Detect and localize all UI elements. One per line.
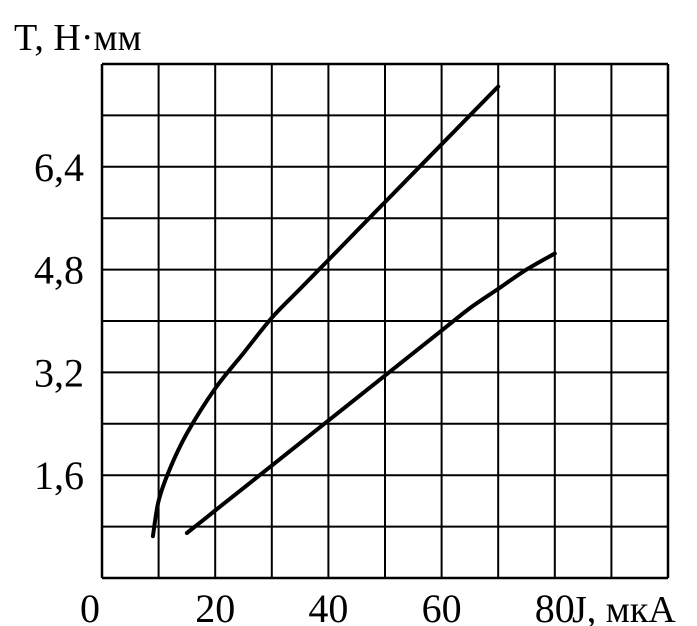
y-axis-label: T, Н·мм xyxy=(14,17,142,59)
x-tick-label: 20 xyxy=(195,586,235,626)
curves xyxy=(150,84,557,539)
x-tick-label: 60 xyxy=(422,586,462,626)
x-tick-label: 0 xyxy=(80,586,100,626)
x-tick-label: 40 xyxy=(308,586,348,626)
series-line-2 xyxy=(184,251,557,535)
y-tick-label: 3,2 xyxy=(34,350,84,395)
y-tick-label: 1,6 xyxy=(34,453,84,498)
y-tick-label: 4,8 xyxy=(34,248,84,293)
grid xyxy=(100,62,670,580)
x-tick-label: 80 xyxy=(535,586,575,626)
y-tick-label: 6,4 xyxy=(34,145,84,190)
x-axis-label: J, мкА xyxy=(572,589,676,626)
tick-labels: 0 20 40 60 80 1,6 3,2 4,8 6,4 xyxy=(34,145,575,626)
series-line-1 xyxy=(150,84,501,539)
